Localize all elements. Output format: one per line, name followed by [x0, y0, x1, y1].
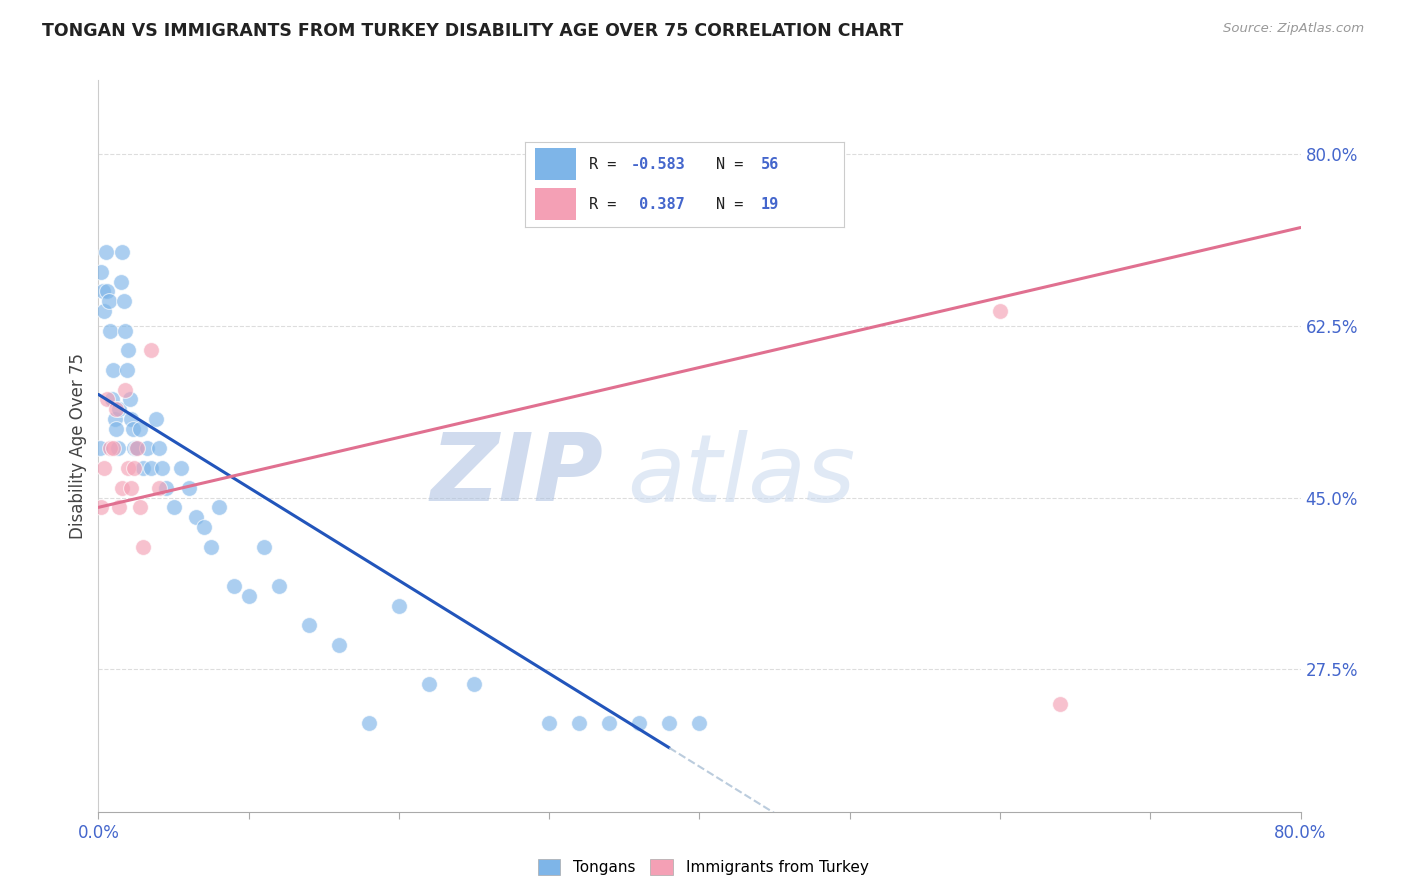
- Bar: [534, 188, 576, 219]
- Point: [988, 304, 1011, 318]
- Point: [91, 285, 114, 299]
- Text: ZIP: ZIP: [430, 429, 603, 521]
- Point: [121, 412, 143, 426]
- Y-axis label: Disability Age Over 75: Disability Age Over 75: [69, 353, 87, 539]
- Text: N =: N =: [716, 197, 752, 211]
- Point: [94, 245, 117, 260]
- Point: [155, 481, 177, 495]
- Point: [463, 677, 485, 691]
- Point: [328, 638, 350, 652]
- Point: [208, 500, 231, 515]
- Point: [598, 716, 620, 731]
- Text: 19: 19: [761, 197, 779, 211]
- Point: [112, 294, 135, 309]
- Text: -0.583: -0.583: [630, 157, 685, 172]
- Point: [267, 579, 290, 593]
- Point: [628, 716, 651, 731]
- Point: [115, 363, 138, 377]
- Point: [122, 422, 145, 436]
- Point: [117, 343, 139, 358]
- Point: [139, 461, 162, 475]
- Point: [184, 510, 207, 524]
- Point: [298, 618, 321, 632]
- Point: [170, 461, 193, 475]
- Point: [111, 481, 134, 495]
- Point: [90, 265, 112, 279]
- Point: [200, 540, 222, 554]
- Point: [105, 402, 128, 417]
- Legend: Tongans, Immigrants from Turkey: Tongans, Immigrants from Turkey: [533, 855, 873, 880]
- Point: [90, 500, 112, 515]
- Point: [148, 442, 170, 456]
- Point: [253, 540, 276, 554]
- Text: 0.387: 0.387: [630, 197, 685, 211]
- Point: [114, 324, 136, 338]
- Point: [150, 461, 173, 475]
- Point: [104, 412, 127, 426]
- Text: atlas: atlas: [627, 430, 856, 521]
- Point: [96, 285, 118, 299]
- Point: [100, 442, 122, 456]
- Text: Source: ZipAtlas.com: Source: ZipAtlas.com: [1223, 22, 1364, 36]
- Point: [93, 461, 115, 475]
- Text: R =: R =: [589, 197, 626, 211]
- Point: [103, 363, 125, 377]
- Point: [222, 579, 245, 593]
- Point: [111, 245, 134, 260]
- Point: [96, 392, 118, 407]
- Point: [238, 589, 260, 603]
- Point: [135, 442, 157, 456]
- Point: [93, 304, 115, 318]
- Point: [89, 442, 111, 456]
- Point: [388, 599, 411, 613]
- Point: [357, 716, 380, 731]
- Point: [125, 442, 148, 456]
- Point: [108, 402, 131, 417]
- Point: [117, 461, 139, 475]
- Point: [688, 716, 710, 731]
- Point: [118, 392, 141, 407]
- Point: [658, 716, 681, 731]
- Point: [193, 520, 215, 534]
- Point: [108, 500, 131, 515]
- Point: [418, 677, 440, 691]
- Point: [97, 294, 120, 309]
- Point: [105, 422, 128, 436]
- Point: [110, 275, 132, 289]
- Point: [121, 481, 143, 495]
- Point: [114, 383, 136, 397]
- Text: TONGAN VS IMMIGRANTS FROM TURKEY DISABILITY AGE OVER 75 CORRELATION CHART: TONGAN VS IMMIGRANTS FROM TURKEY DISABIL…: [42, 22, 904, 40]
- Point: [124, 461, 146, 475]
- Point: [1049, 697, 1071, 711]
- Point: [538, 716, 561, 731]
- Point: [568, 716, 591, 731]
- Point: [127, 442, 149, 456]
- Point: [129, 422, 152, 436]
- Point: [162, 500, 184, 515]
- Point: [124, 442, 146, 456]
- Bar: [534, 148, 576, 180]
- Point: [139, 343, 162, 358]
- Point: [177, 481, 200, 495]
- Point: [129, 500, 152, 515]
- Point: [103, 442, 125, 456]
- Point: [100, 324, 122, 338]
- Point: [132, 540, 155, 554]
- Text: N =: N =: [716, 157, 752, 172]
- Point: [132, 461, 155, 475]
- Text: 56: 56: [761, 157, 779, 172]
- Point: [148, 481, 170, 495]
- Point: [107, 442, 129, 456]
- Point: [145, 412, 167, 426]
- Text: R =: R =: [589, 157, 626, 172]
- Point: [101, 392, 124, 407]
